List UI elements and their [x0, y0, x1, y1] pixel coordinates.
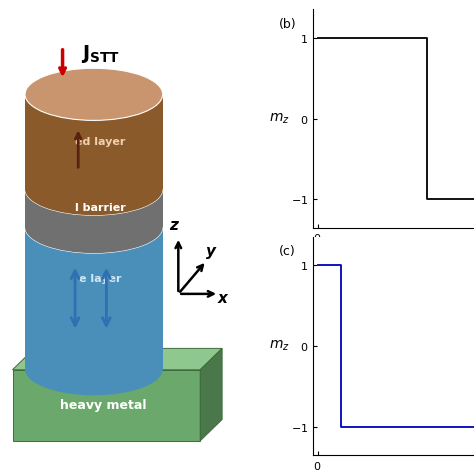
Ellipse shape — [25, 163, 163, 215]
Y-axis label: $m_z$: $m_z$ — [269, 339, 290, 353]
Polygon shape — [12, 370, 200, 441]
Ellipse shape — [25, 201, 163, 253]
Polygon shape — [12, 348, 222, 370]
Polygon shape — [25, 227, 163, 369]
Text: l barrier: l barrier — [75, 203, 126, 213]
Ellipse shape — [25, 343, 163, 395]
Text: (b): (b) — [278, 18, 296, 30]
Text: heavy metal: heavy metal — [60, 399, 146, 412]
Text: (c): (c) — [278, 245, 295, 258]
Polygon shape — [200, 348, 222, 441]
Text: x: x — [217, 292, 227, 306]
Text: z: z — [169, 218, 178, 233]
Text: $\mathbf{J}_{\mathbf{STT}}$: $\mathbf{J}_{\mathbf{STT}}$ — [82, 43, 120, 65]
Text: e layer: e layer — [79, 274, 121, 284]
Polygon shape — [25, 94, 163, 189]
Polygon shape — [25, 189, 163, 227]
Ellipse shape — [25, 163, 163, 215]
Ellipse shape — [25, 201, 163, 253]
Text: y: y — [206, 244, 216, 259]
Ellipse shape — [25, 68, 163, 120]
Text: ed layer: ed layer — [75, 137, 125, 147]
Y-axis label: $m_z$: $m_z$ — [269, 111, 290, 126]
